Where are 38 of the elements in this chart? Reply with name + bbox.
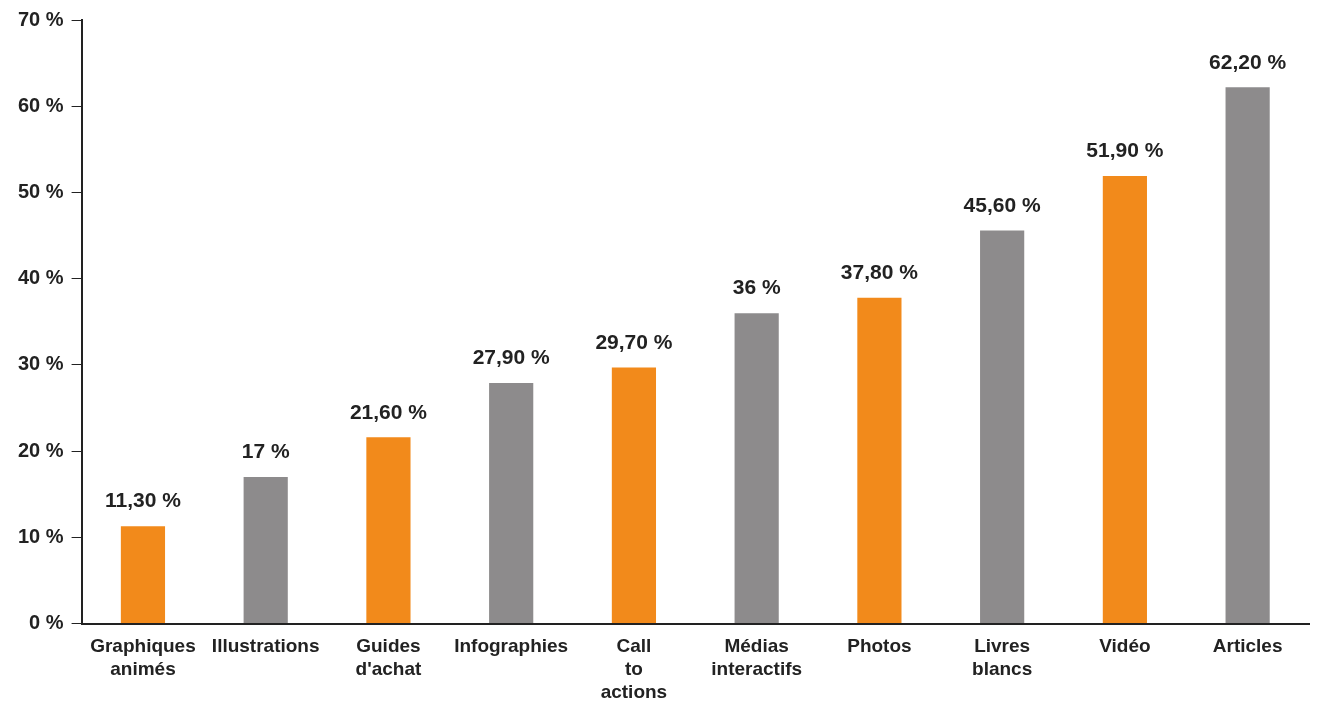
x-tick-label: Livres blancs xyxy=(972,635,1033,680)
x-tick-label: Infographies xyxy=(454,635,569,657)
data-label: 51,90 % xyxy=(1086,138,1164,162)
y-tick-label: 20 % xyxy=(17,438,64,461)
data-label: 36 % xyxy=(732,275,781,299)
data-label: 17 % xyxy=(241,439,290,463)
bar xyxy=(980,230,1025,624)
x-tick-label: Call to actions xyxy=(600,635,668,702)
bar xyxy=(366,437,411,624)
data-label: 45,60 % xyxy=(963,192,1041,216)
y-tick-label: 70 % xyxy=(17,7,64,30)
y-tick-label: 10 % xyxy=(17,524,64,547)
bar xyxy=(734,313,779,624)
x-tick-label: Articles xyxy=(1212,635,1283,657)
x-tick-label: Illustrations xyxy=(211,635,320,657)
data-label: 37,80 % xyxy=(840,259,919,283)
bar xyxy=(1225,87,1270,624)
bar xyxy=(611,367,657,624)
y-tick-label: 50 % xyxy=(17,179,64,202)
bar xyxy=(857,297,902,624)
x-tick-label: Vidéo xyxy=(1099,635,1151,657)
data-label: 29,70 % xyxy=(595,329,673,353)
bar xyxy=(489,383,534,624)
x-tick-label: Médias interactifs xyxy=(711,635,803,680)
data-label: 21,60 % xyxy=(349,399,428,423)
data-label: 27,90 % xyxy=(472,345,551,369)
data-label: 11,30 % xyxy=(105,488,182,512)
data-label: 62,20 % xyxy=(1209,49,1287,73)
x-tick-label: Photos xyxy=(847,635,912,657)
y-tick-label: 60 % xyxy=(17,93,64,116)
y-tick-label: 40 % xyxy=(17,266,64,289)
y-tick-label: 30 % xyxy=(17,352,64,375)
x-tick-label: Graphiques animés xyxy=(90,635,196,680)
bar xyxy=(243,477,288,624)
bar xyxy=(1102,176,1147,624)
y-tick-label: 0 % xyxy=(29,611,64,634)
bar xyxy=(120,526,166,624)
x-tick-label: Guides d'achat xyxy=(355,635,422,680)
